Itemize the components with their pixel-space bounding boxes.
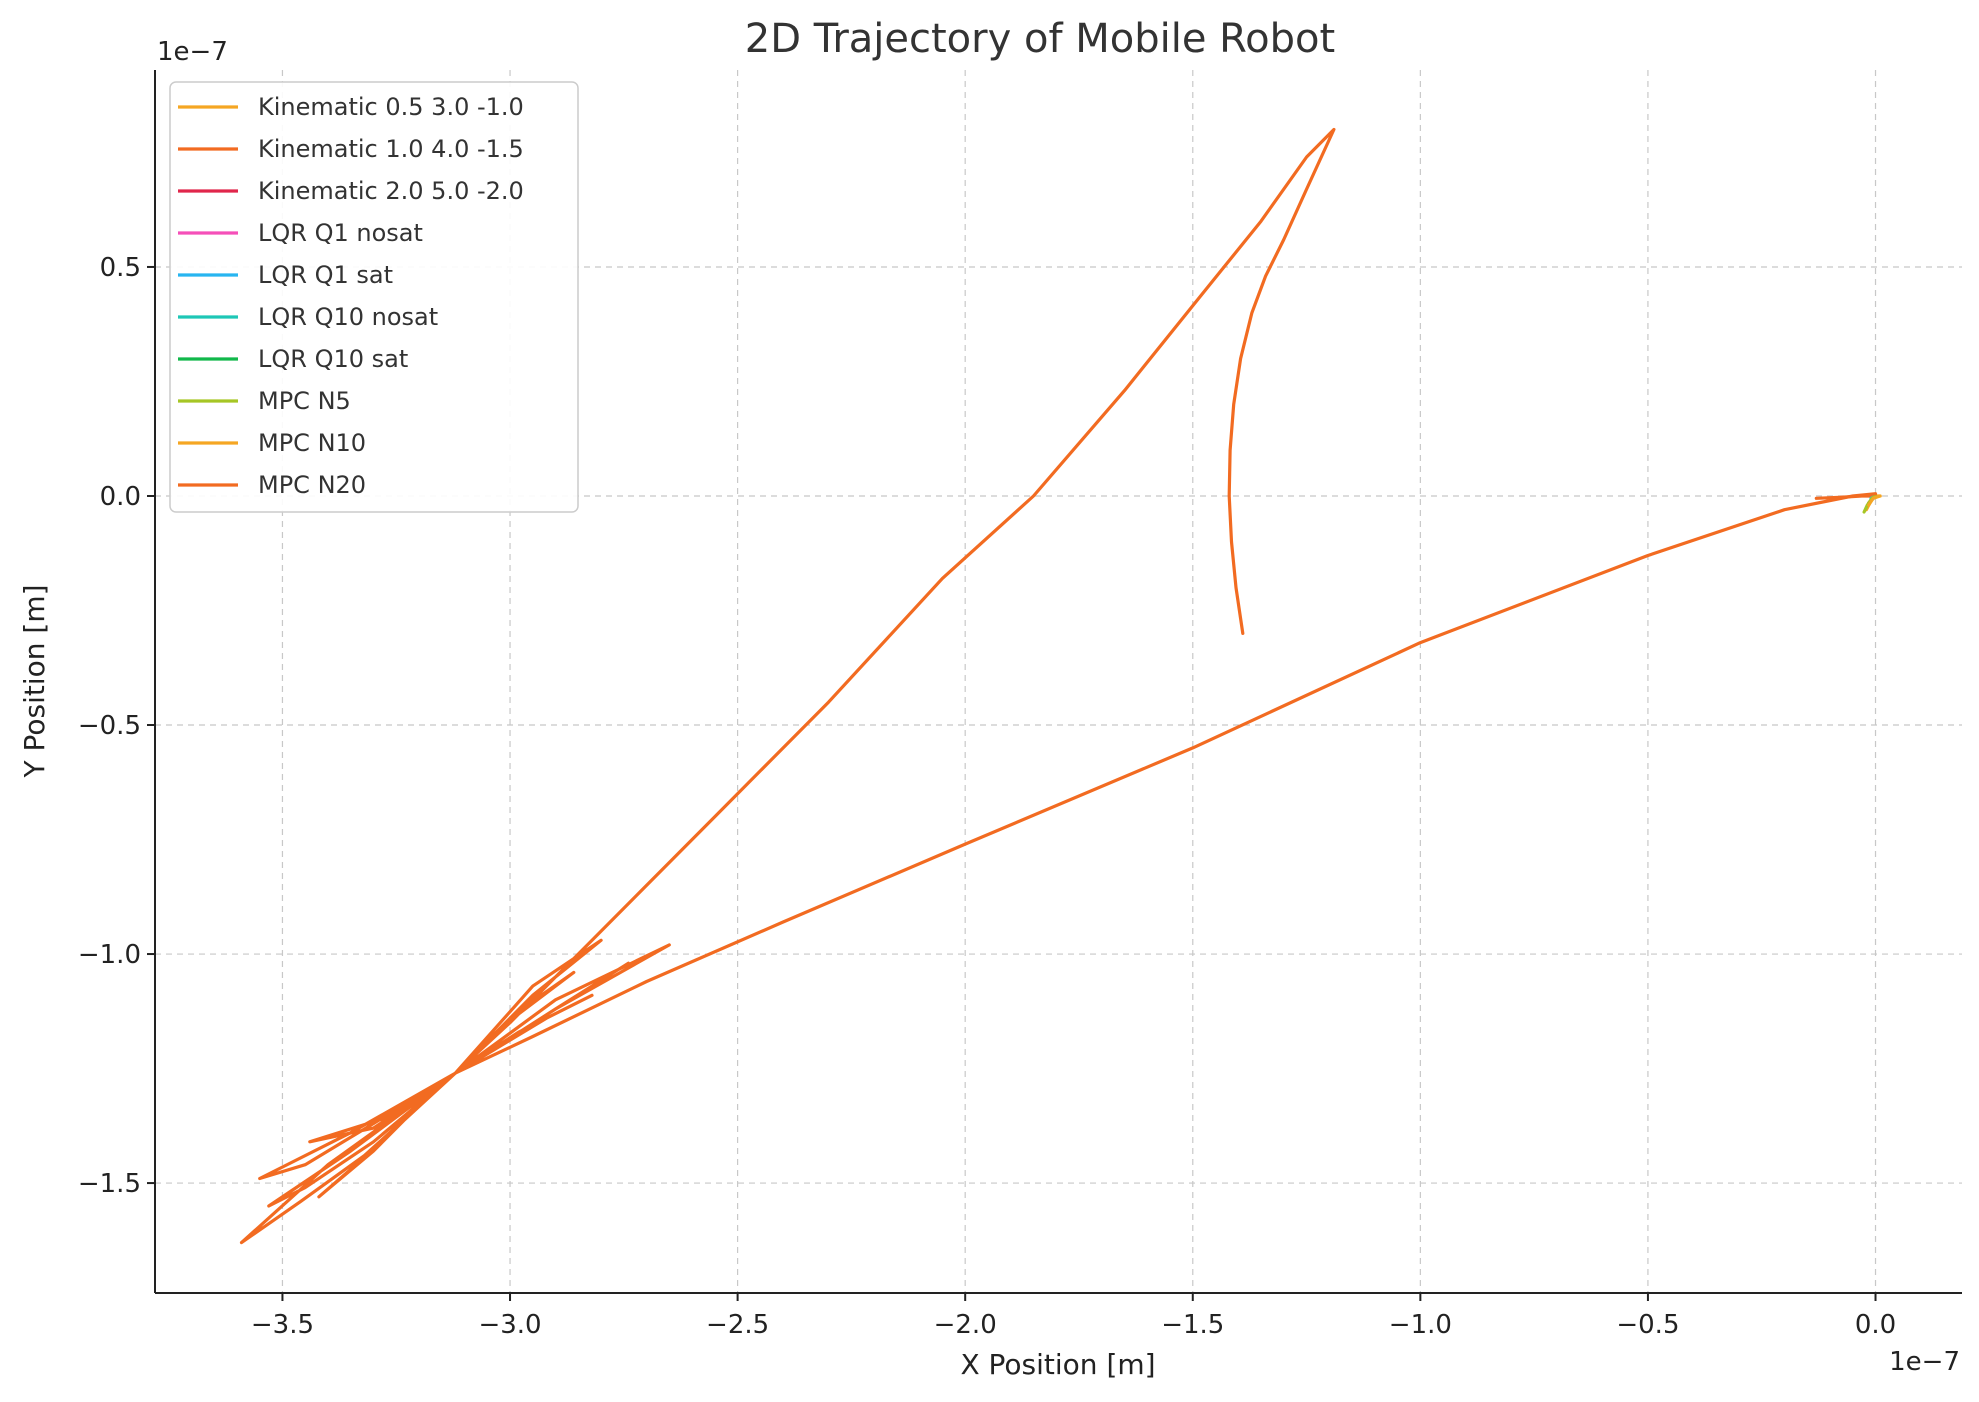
series-line-9 [239, 127, 1878, 1245]
series-line-8 [1867, 494, 1882, 507]
legend-label: Kinematic 2.0 5.0 -2.0 [258, 177, 524, 205]
y-tick-label: −1.5 [78, 1169, 141, 1199]
legend-label: MPC N10 [258, 429, 366, 457]
y-offset-text: 1e−7 [157, 37, 228, 67]
legend-label: LQR Q10 sat [258, 345, 408, 373]
x-tick-label: −0.5 [1616, 1310, 1679, 1340]
x-tick-label: −1.0 [1389, 1310, 1452, 1340]
x-tick-label: −2.0 [934, 1310, 997, 1340]
x-offset-text: 1e−7 [1889, 1347, 1960, 1377]
legend-label: LQR Q1 sat [258, 261, 393, 289]
legend-label: Kinematic 0.5 3.0 -1.0 [258, 93, 524, 121]
x-tick-label: 0.0 [1855, 1310, 1896, 1340]
legend-label: LQR Q1 nosat [258, 219, 423, 247]
axes-layer [154, 70, 1962, 1294]
x-axis-label: X Position [m] [960, 1348, 1155, 1381]
legend-label: MPC N20 [258, 471, 366, 499]
y-tick-label: 0.0 [100, 482, 141, 512]
x-ticks: −3.5 −3.0 −2.5 −2.0 −1.5 −1.0 −0.5 0.0 [251, 1293, 1896, 1340]
y-axis-label: Y Position [m] [18, 584, 51, 778]
y-tick-label: 0.5 [100, 253, 141, 283]
legend-label: MPC N5 [258, 387, 351, 415]
x-tick-label: −2.5 [706, 1310, 769, 1340]
x-tick-label: −3.5 [251, 1310, 314, 1340]
chart-title: 2D Trajectory of Mobile Robot [745, 16, 1335, 62]
legend-label: Kinematic 1.0 4.0 -1.5 [258, 135, 524, 163]
y-ticks: −1.5 −1.0 −0.5 0.0 0.5 [78, 253, 155, 1199]
y-tick-label: −1.0 [78, 940, 141, 970]
y-tick-label: −0.5 [78, 711, 141, 741]
legend-box [169, 81, 579, 513]
x-tick-label: −3.0 [478, 1310, 541, 1340]
legend-label: LQR Q10 nosat [258, 303, 438, 331]
series-layer [239, 127, 1882, 1245]
legend-items: Kinematic 0.5 3.0 -1.0 Kinematic 1.0 4.0 … [178, 93, 524, 499]
x-tick-label: −1.5 [1161, 1310, 1224, 1340]
legend: Kinematic 0.5 3.0 -1.0 Kinematic 1.0 4.0 … [169, 81, 579, 513]
